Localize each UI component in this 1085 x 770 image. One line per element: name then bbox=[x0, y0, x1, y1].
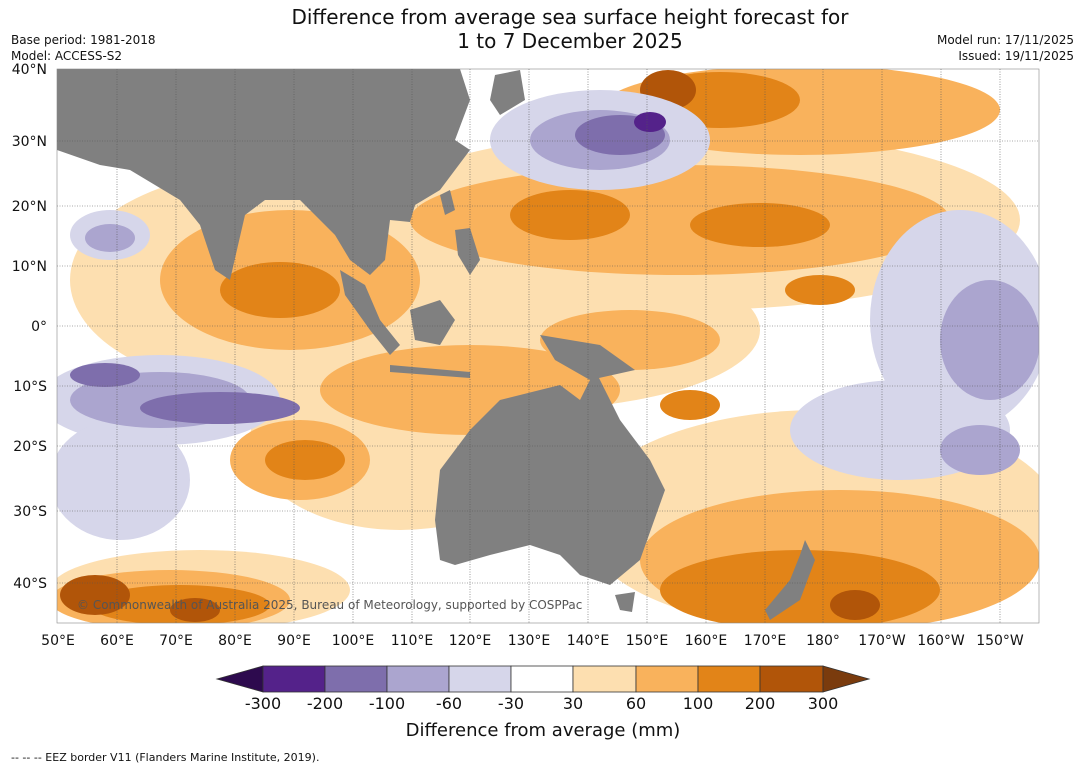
lat-tick-label: 20°S bbox=[13, 439, 47, 455]
anomaly-blob bbox=[634, 112, 666, 132]
colorbar-tick-label: 30 bbox=[563, 694, 583, 713]
anomaly-blob bbox=[510, 190, 630, 240]
anomaly-blob bbox=[57, 420, 190, 540]
colorbar-cell bbox=[386, 665, 450, 693]
model-name: Model: ACCESS-S2 bbox=[11, 49, 123, 63]
lon-tick-label: 150°W bbox=[976, 633, 1024, 649]
lat-axis: 40°N 30°N 20°N 10°N 0° 10°S 20°S 30°S 40… bbox=[12, 62, 47, 592]
anomaly-blob bbox=[220, 262, 340, 318]
anomaly-blob bbox=[85, 224, 135, 252]
anomaly-blob bbox=[940, 280, 1039, 400]
lon-tick-label: 150°E bbox=[626, 633, 669, 649]
eez-footnote: -- -- -- EEZ border V11 (Flanders Marine… bbox=[11, 751, 320, 764]
new-zealand-landmass bbox=[765, 540, 815, 620]
anomaly-blob bbox=[70, 363, 140, 387]
lon-tick-label: 90°E bbox=[277, 633, 311, 649]
lon-tick-label: 140°E bbox=[567, 633, 610, 649]
meta-left: Base period: 1981-2018 Model: ACCESS-S2 bbox=[11, 32, 156, 64]
philippines-islands bbox=[455, 228, 480, 275]
colorbar-tick-label: 100 bbox=[683, 694, 714, 713]
lon-axis: 50°E 60°E 70°E 80°E 90°E 100°E 110°E 120… bbox=[41, 633, 1024, 649]
lon-tick-label: 100°E bbox=[332, 633, 375, 649]
colorbar-tick-label: 300 bbox=[808, 694, 839, 713]
anomaly-blob bbox=[690, 203, 830, 247]
base-period: Base period: 1981-2018 bbox=[11, 33, 156, 47]
lat-tick-label: 40°S bbox=[13, 576, 47, 592]
anomaly-blob bbox=[940, 425, 1020, 475]
lon-tick-label: 60°E bbox=[100, 633, 134, 649]
land-masses bbox=[57, 69, 815, 620]
map-frame bbox=[56, 68, 1040, 624]
lon-tick-label: 160°E bbox=[685, 633, 728, 649]
colorbar-cell bbox=[759, 665, 824, 693]
anomaly-blob bbox=[660, 390, 720, 420]
copyright-text: © Commonwealth of Australia 2025, Bureau… bbox=[77, 598, 582, 612]
lat-tick-label: 0° bbox=[31, 319, 47, 335]
lat-tick-label: 30°N bbox=[12, 134, 47, 150]
anomaly-blob bbox=[785, 275, 855, 305]
lon-tick-label: 110°E bbox=[391, 633, 434, 649]
colorbar-tick-label: -200 bbox=[307, 694, 343, 713]
colorbar-title: Difference from average (mm) bbox=[406, 720, 681, 741]
colorbar-tick-label: -60 bbox=[436, 694, 462, 713]
lat-tick-label: 10°S bbox=[13, 379, 47, 395]
colorbar-cell bbox=[697, 665, 761, 693]
title-line-1: Difference from average sea surface heig… bbox=[291, 5, 849, 29]
colorbar-cell bbox=[262, 665, 326, 693]
anomaly-blob bbox=[265, 440, 345, 480]
tasmania-island bbox=[615, 592, 635, 612]
anomaly-field-negative bbox=[57, 90, 1039, 540]
borneo-island bbox=[410, 300, 455, 345]
colorbar-cell bbox=[448, 665, 512, 693]
australia-landmass bbox=[435, 370, 665, 585]
lon-tick-label: 80°E bbox=[218, 633, 252, 649]
lon-tick-label: 50°E bbox=[41, 633, 75, 649]
lon-tick-label: 180° bbox=[806, 633, 840, 649]
map-area: © Commonwealth of Australia 2025, Bureau… bbox=[57, 69, 1039, 623]
colorbar-tick-label: -30 bbox=[498, 694, 524, 713]
anomaly-blob bbox=[830, 590, 880, 620]
asia-landmass bbox=[57, 69, 470, 280]
lon-tick-label: 130°E bbox=[508, 633, 551, 649]
lat-tick-label: 20°N bbox=[12, 199, 47, 215]
taiwan-island bbox=[440, 190, 455, 215]
graticule bbox=[57, 69, 1039, 623]
lon-tick-label: 70°E bbox=[159, 633, 193, 649]
anomaly-blob bbox=[410, 165, 950, 275]
lat-tick-label: 30°S bbox=[13, 504, 47, 520]
issued-date: Issued: 19/11/2025 bbox=[958, 49, 1074, 63]
colorbar-low-arrow bbox=[215, 665, 264, 693]
colorbar: -300 -200 -100 -60 -30 30 60 100 200 300… bbox=[215, 665, 871, 741]
japan-island bbox=[490, 70, 525, 115]
lon-tick-label: 120°E bbox=[449, 633, 492, 649]
colorbar-tick-label: -100 bbox=[369, 694, 405, 713]
lon-tick-label: 170°E bbox=[744, 633, 787, 649]
colorbar-cell bbox=[572, 665, 637, 693]
title-line-2: 1 to 7 December 2025 bbox=[457, 29, 683, 53]
new-guinea-island bbox=[540, 335, 635, 380]
model-run: Model run: 17/11/2025 bbox=[936, 33, 1074, 47]
colorbar-cell bbox=[324, 665, 388, 693]
lat-tick-label: 40°N bbox=[12, 62, 47, 78]
lon-tick-label: 170°W bbox=[858, 633, 906, 649]
lon-tick-label: 160°W bbox=[917, 633, 965, 649]
sumatra-island bbox=[340, 270, 400, 355]
meta-right: Model run: 17/11/2025 Issued: 19/11/2025 bbox=[937, 32, 1074, 64]
colorbar-tick-label: -300 bbox=[245, 694, 281, 713]
colorbar-cell bbox=[635, 665, 699, 693]
anomaly-blob bbox=[60, 575, 130, 615]
colorbar-high-arrow bbox=[822, 665, 871, 693]
colorbar-tick-label: 200 bbox=[745, 694, 776, 713]
chart-title: Difference from average sea surface heig… bbox=[170, 5, 970, 53]
colorbar-cell bbox=[510, 665, 574, 693]
lat-tick-label: 10°N bbox=[12, 259, 47, 275]
anomaly-blob bbox=[140, 392, 300, 424]
anomaly-blob bbox=[170, 598, 220, 622]
java-island bbox=[390, 365, 470, 378]
colorbar-tick-label: 60 bbox=[626, 694, 646, 713]
